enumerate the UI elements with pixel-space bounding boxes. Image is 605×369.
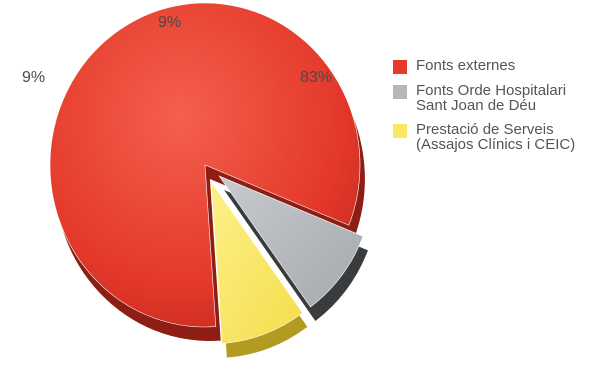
legend-swatch <box>393 60 407 74</box>
pie-slice-prestacio-de-serveis <box>210 180 303 344</box>
data-label-fonts-externes: 83% <box>300 69 332 86</box>
legend-label: Prestació de Serveis (Assajos Clínics i … <box>416 121 576 153</box>
legend-label: Fonts externes <box>416 57 516 74</box>
legend-item-fonts-externes: Fonts externes <box>393 58 603 74</box>
data-label-prestacio-de-serveis: 9% <box>158 14 181 31</box>
legend-item-fonts-orde-hospitalari: Fonts Orde Hospitalari Sant Joan de Déu <box>393 83 603 113</box>
legend-swatch <box>393 85 407 99</box>
legend-item-prestacio-de-serveis: Prestació de Serveis (Assajos Clínics i … <box>393 122 603 152</box>
legend: Fonts externes Fonts Orde Hospitalari Sa… <box>393 58 603 161</box>
pie-slice-fonts-externes <box>49 2 361 328</box>
legend-swatch <box>393 124 407 138</box>
pie-slice-fonts-orde-hospitalari <box>218 175 364 308</box>
data-label-fonts-orde-hospitalari: 9% <box>22 69 45 86</box>
legend-label: Fonts Orde Hospitalari Sant Joan de Déu <box>416 82 567 114</box>
